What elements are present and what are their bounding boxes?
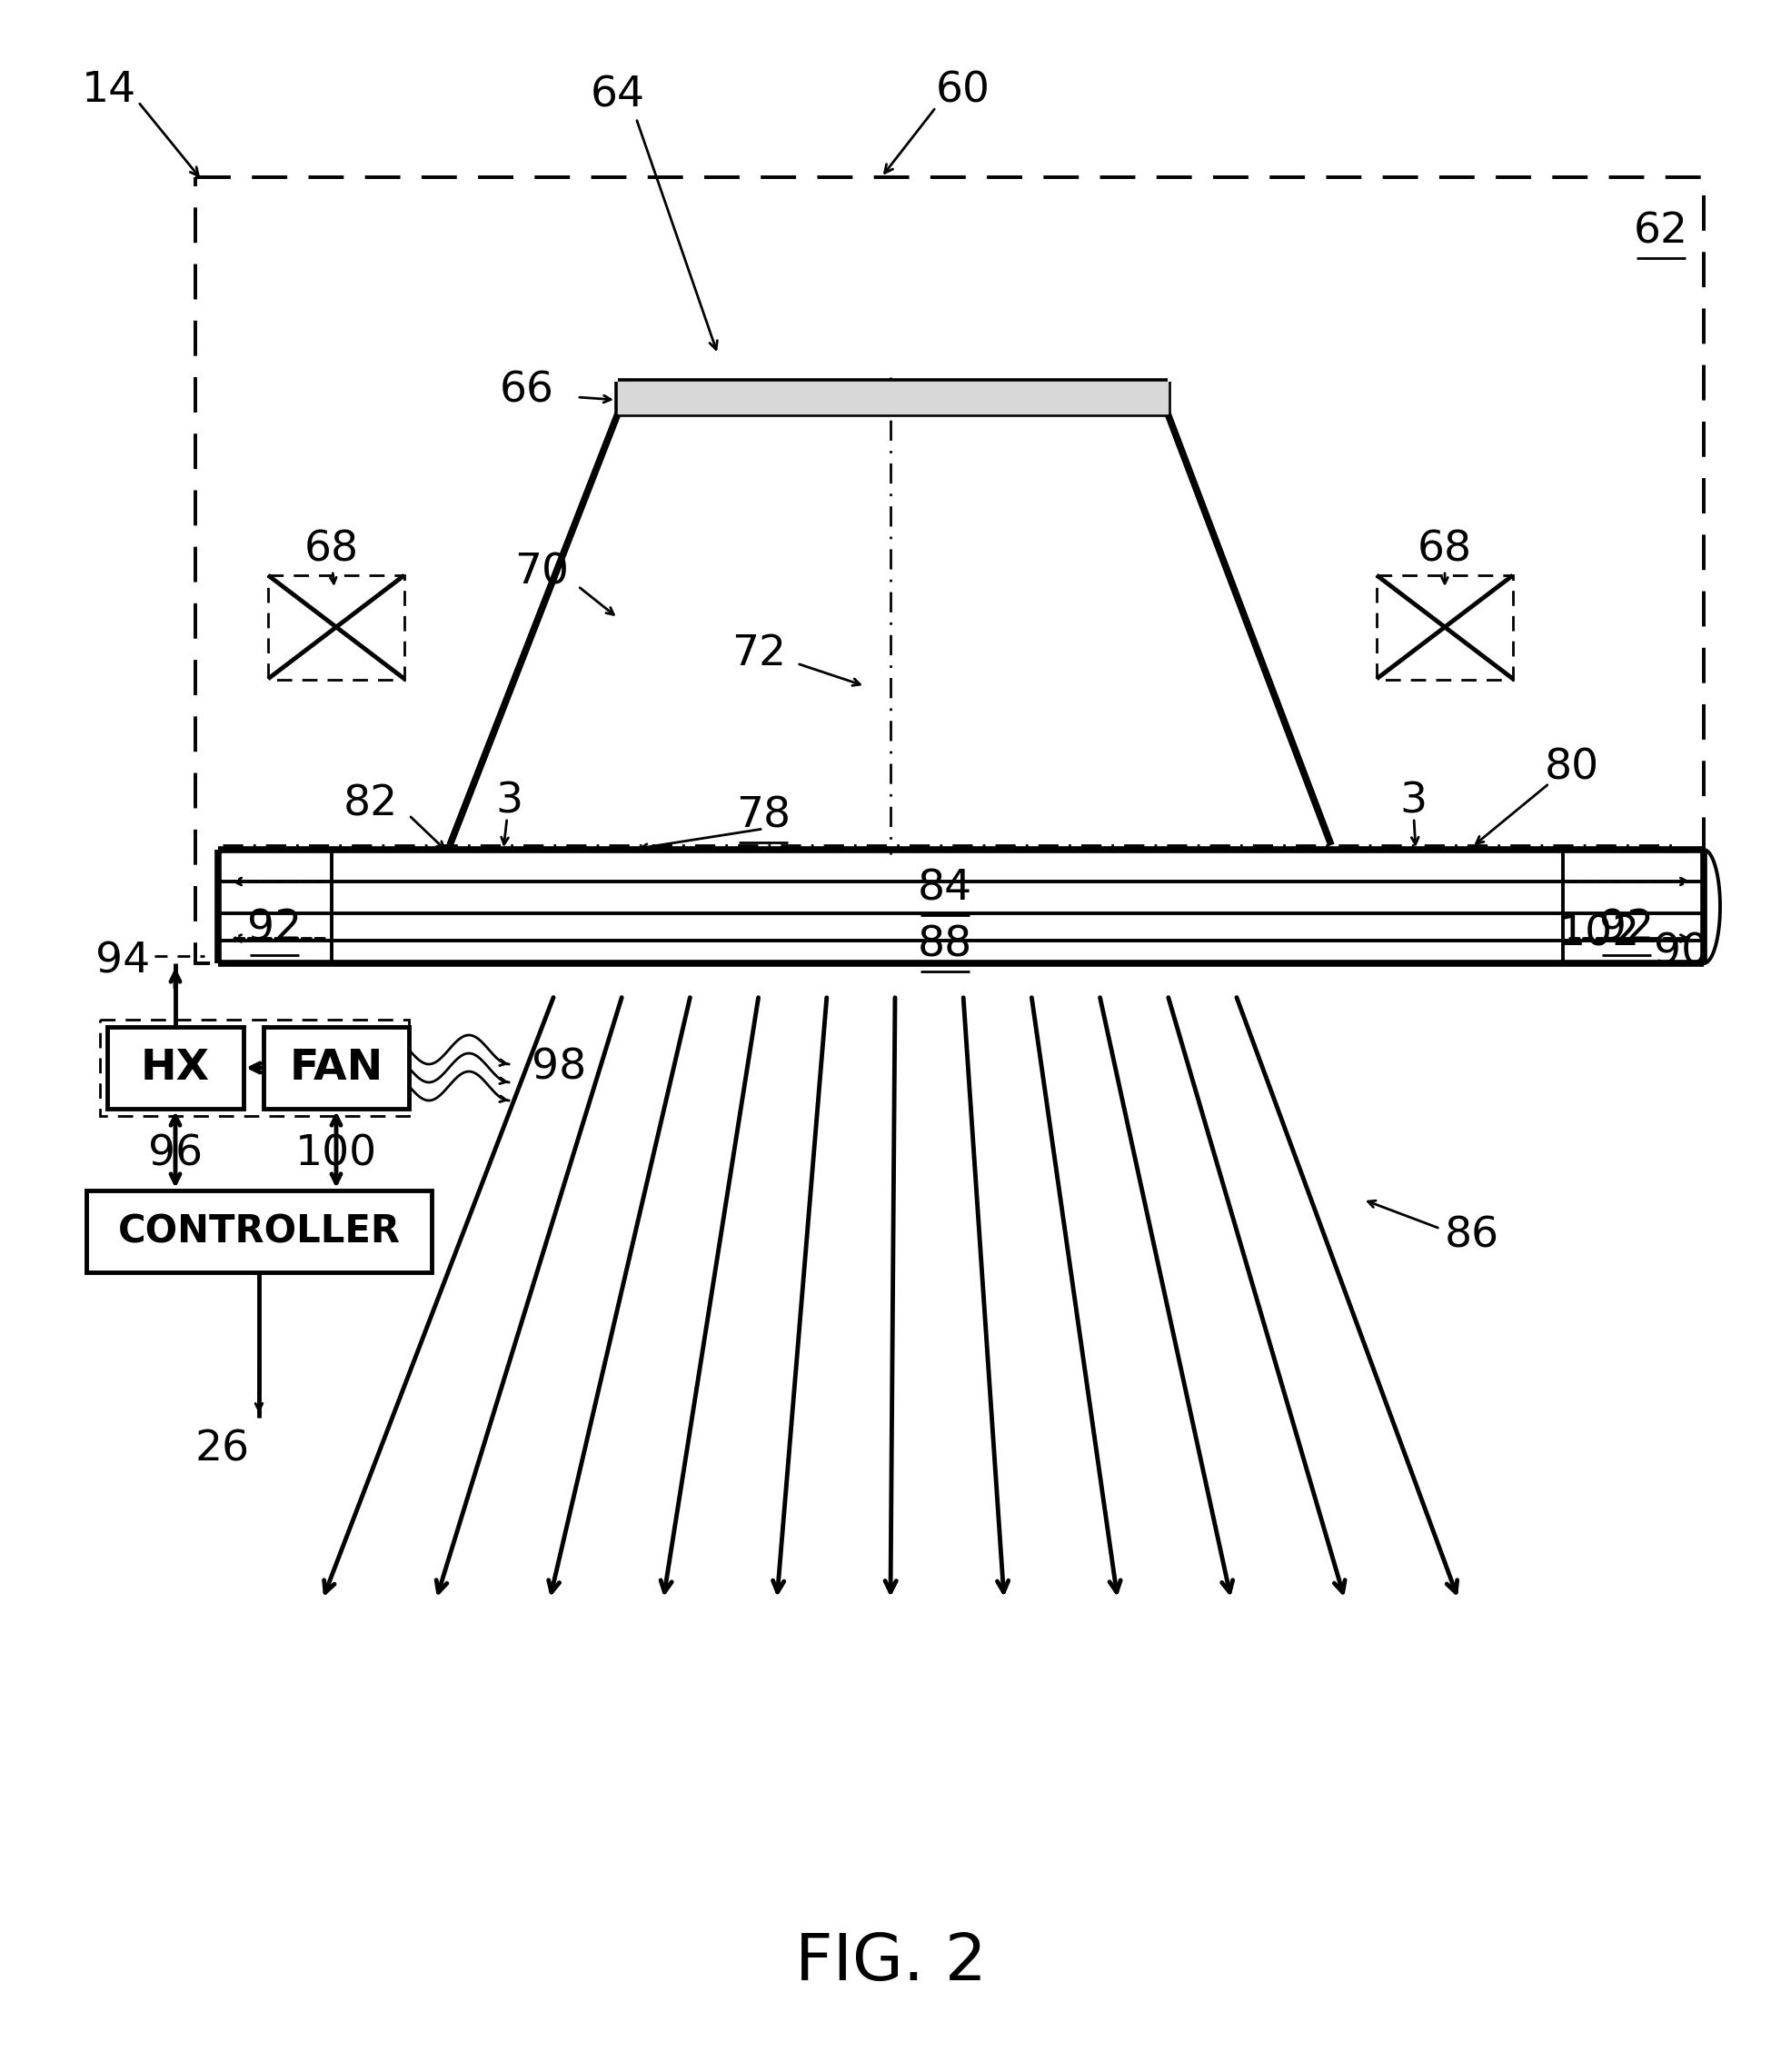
Text: 3: 3	[1400, 781, 1427, 823]
Text: 66: 66	[500, 371, 554, 410]
Text: 26: 26	[196, 1430, 249, 1469]
Bar	[264, 1028, 410, 1109]
Bar	[1377, 576, 1512, 680]
Text: 60: 60	[937, 70, 990, 112]
Text: 82: 82	[344, 783, 399, 825]
Bar	[269, 576, 404, 680]
Text: FAN: FAN	[289, 1046, 383, 1088]
Text: 14: 14	[82, 70, 137, 112]
Text: 68: 68	[305, 528, 360, 570]
Text: CONTROLLER: CONTROLLER	[118, 1212, 401, 1251]
Text: 92: 92	[1599, 908, 1655, 949]
Text: 72: 72	[732, 634, 785, 675]
Text: FIG. 2: FIG. 2	[794, 1931, 987, 1993]
Text: 68: 68	[1418, 528, 1473, 570]
Text: 94: 94	[96, 941, 150, 982]
Text: 78: 78	[736, 796, 791, 837]
Bar	[100, 1019, 410, 1117]
Text: 90: 90	[1655, 932, 1708, 974]
Bar	[196, 178, 1704, 963]
Text: 3: 3	[495, 781, 522, 823]
Text: 102: 102	[1558, 914, 1640, 955]
Polygon shape	[618, 381, 1168, 414]
Text: 64: 64	[591, 75, 645, 116]
Text: 70: 70	[515, 551, 568, 593]
Text: 92: 92	[248, 908, 301, 949]
Bar	[85, 1191, 431, 1272]
Text: 84: 84	[917, 868, 972, 910]
Text: 98: 98	[531, 1046, 586, 1088]
Text: HX: HX	[141, 1046, 210, 1088]
Text: 100: 100	[296, 1133, 378, 1175]
Text: 96: 96	[148, 1133, 203, 1175]
Text: 62: 62	[1633, 211, 1688, 253]
Text: 88: 88	[917, 924, 972, 966]
Bar	[107, 1028, 244, 1109]
Text: 80: 80	[1544, 748, 1599, 787]
Text: 86: 86	[1444, 1216, 1500, 1256]
